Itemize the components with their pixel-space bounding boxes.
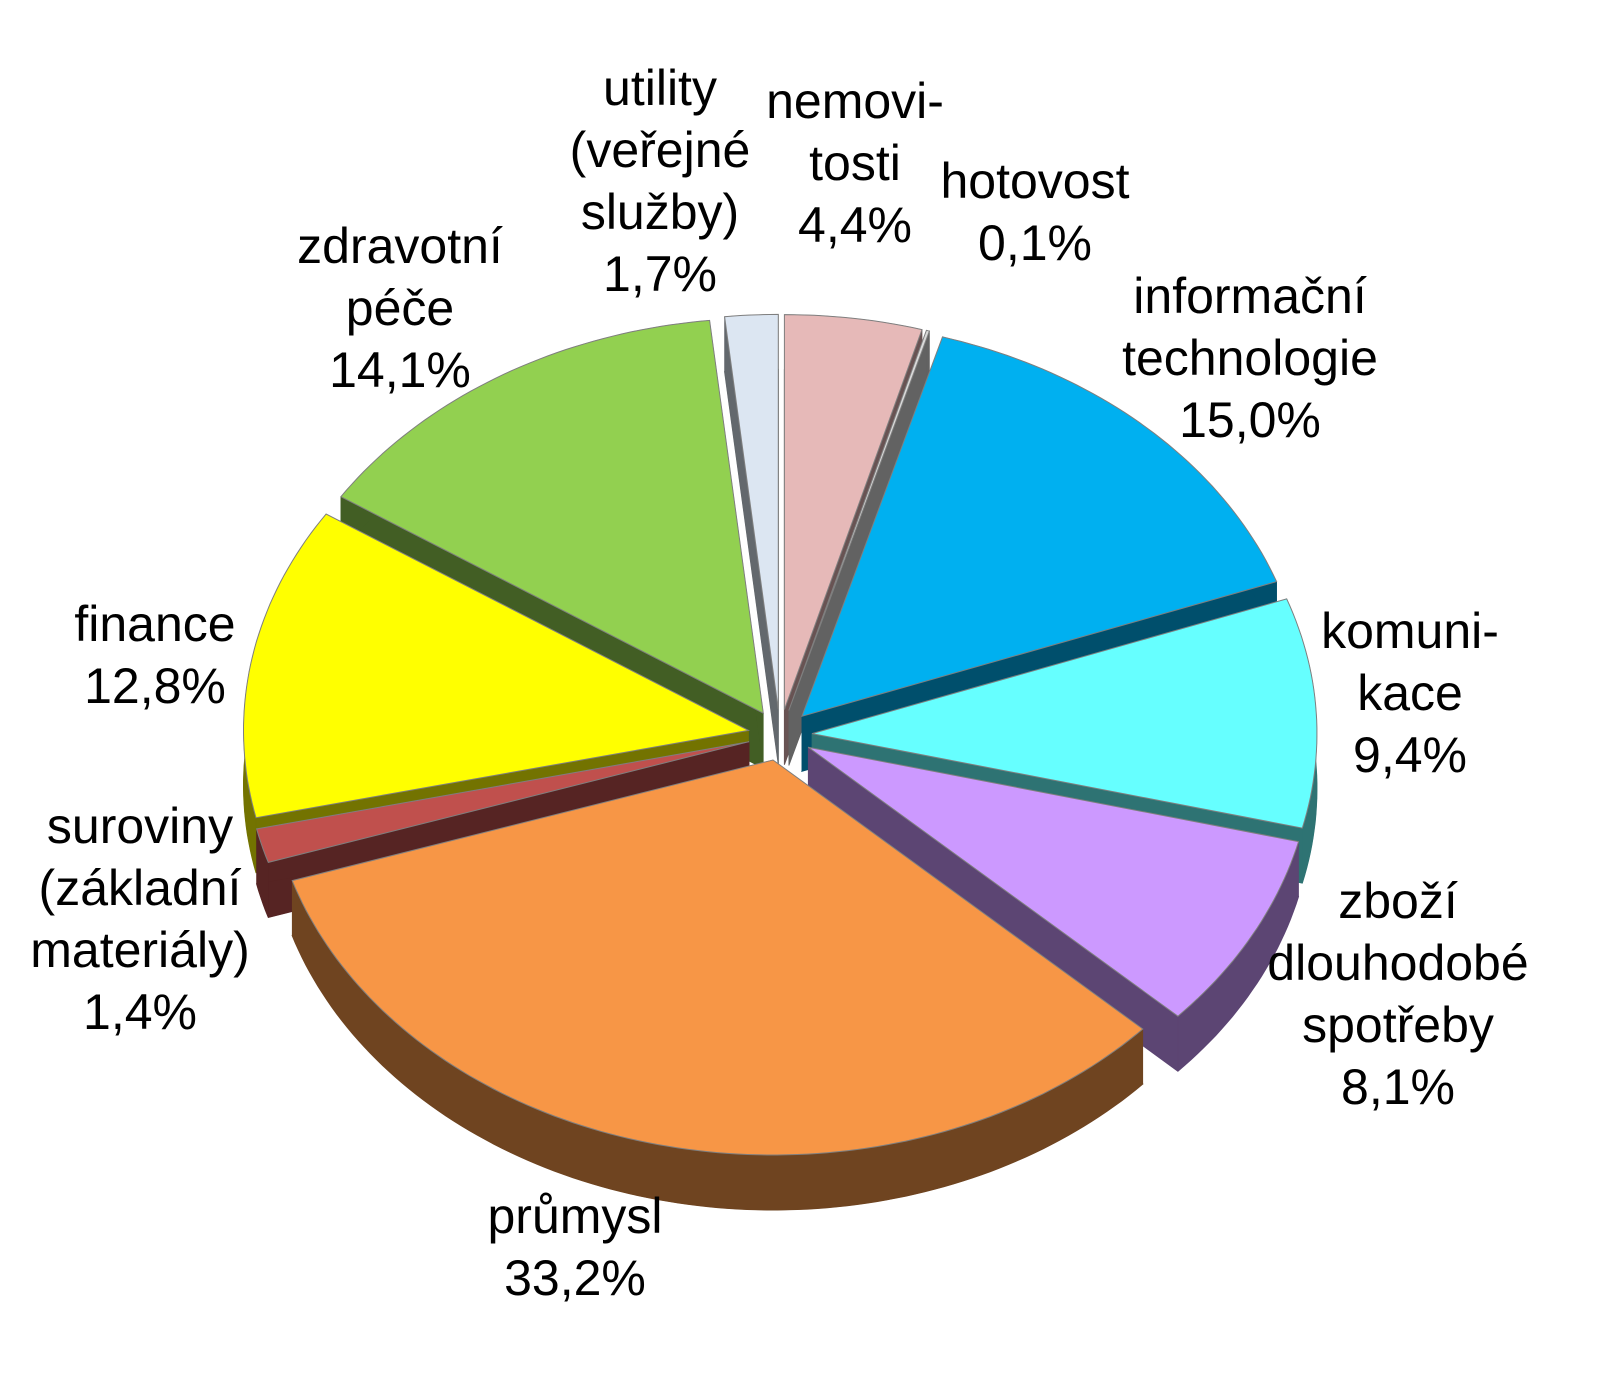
slice-top xyxy=(255,741,750,863)
category-label: průmysl xyxy=(487,1188,662,1244)
slice-top xyxy=(807,746,1300,1017)
category-label: zboží dlouhodobé spotřeby xyxy=(1267,873,1528,1053)
category-label: zdravotní péče xyxy=(297,218,503,336)
slice-top xyxy=(811,598,1318,829)
slice-top xyxy=(340,319,764,715)
value-label: 1,7% xyxy=(603,246,717,302)
value-label: 4,4% xyxy=(798,197,912,253)
value-label: 8,1% xyxy=(1341,1059,1455,1115)
slice xyxy=(807,746,1300,1072)
value-label: 0,1% xyxy=(978,215,1092,271)
value-label: 14,1% xyxy=(329,342,471,398)
category-label: komuni-kace xyxy=(1321,603,1499,721)
category-label: finance xyxy=(74,596,235,652)
category-label: hotovost xyxy=(940,153,1129,209)
value-label: 1,4% xyxy=(83,984,197,1040)
category-label: informační technologie xyxy=(1122,268,1378,386)
value-label: 9,4% xyxy=(1353,727,1467,783)
value-label: 33,2% xyxy=(504,1250,646,1306)
slice-top xyxy=(243,513,751,819)
slice-top xyxy=(291,759,1144,1156)
slice-top xyxy=(783,314,923,710)
slice-top xyxy=(801,336,1278,718)
slice-top xyxy=(788,329,931,711)
value-label: 12,8% xyxy=(84,658,226,714)
slice-top xyxy=(724,313,779,710)
slice xyxy=(291,759,1144,1211)
value-label: 15,0% xyxy=(1179,392,1321,448)
category-label: nemovi-tosti xyxy=(766,73,944,191)
slice xyxy=(724,313,779,765)
category-label: utility (veřejné služby) xyxy=(570,60,751,240)
category-label: suroviny (základní materiály) xyxy=(30,798,249,978)
